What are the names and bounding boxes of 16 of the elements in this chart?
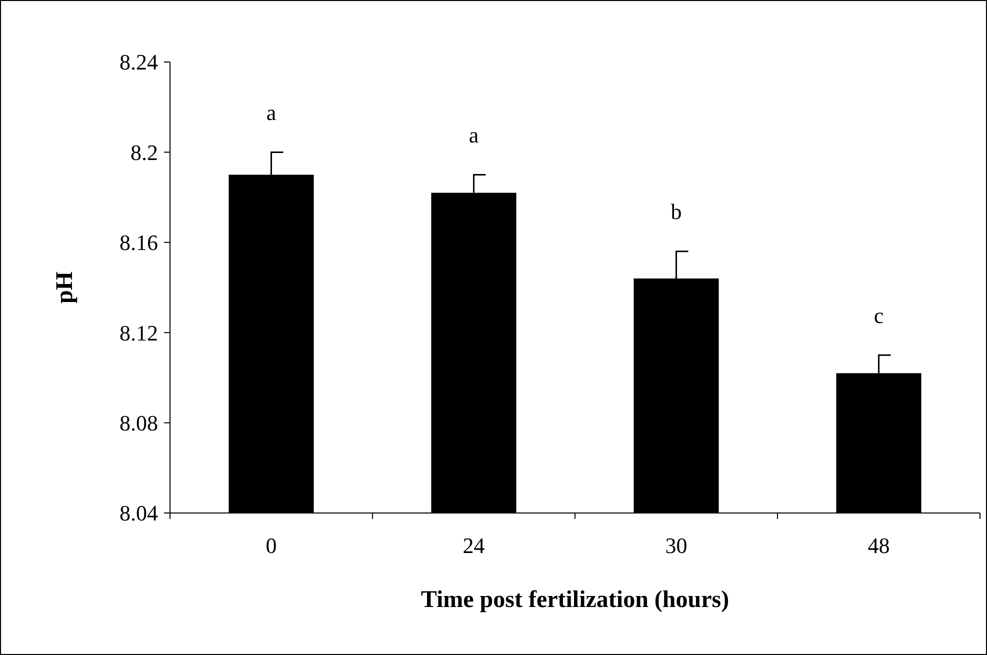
x-tick-label: 30 [665, 533, 688, 558]
x-axis-title: Time post fertilization (hours) [420, 587, 730, 613]
x-tick-label: 24 [462, 533, 485, 558]
annotation: c [874, 302, 884, 328]
y-tick-label: 8.24 [120, 50, 158, 75]
y-tick-label: 8.16 [120, 230, 158, 256]
annotation: b [670, 199, 682, 224]
x-tick-label: 0 [266, 533, 277, 558]
y-tick-label: 8.04 [120, 500, 158, 526]
x-tick-label: 48 [868, 533, 890, 558]
y-axis-title: pH [52, 271, 78, 304]
annotation: a [266, 100, 276, 125]
annotation: a [468, 122, 479, 148]
y-tick-label: 8.08 [120, 410, 158, 436]
y-tick-label: 8.2 [130, 140, 158, 165]
y-tick-label: 8.12 [120, 320, 158, 346]
